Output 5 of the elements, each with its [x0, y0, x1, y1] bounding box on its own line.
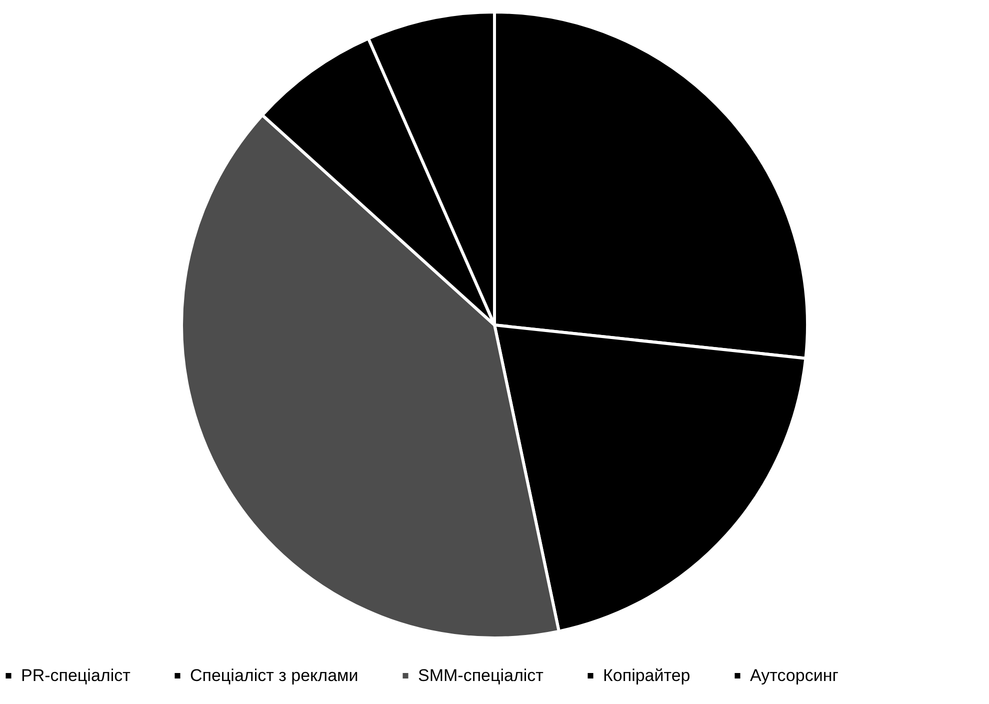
legend-label: Спеціаліст з реклами	[190, 666, 358, 685]
legend-label: SMM-спеціаліст	[418, 666, 544, 685]
legend-label: PR-спеціаліст	[21, 666, 131, 685]
legend-label: Аутсорсинг	[750, 666, 838, 685]
legend-label: Копірайтер	[603, 666, 690, 685]
